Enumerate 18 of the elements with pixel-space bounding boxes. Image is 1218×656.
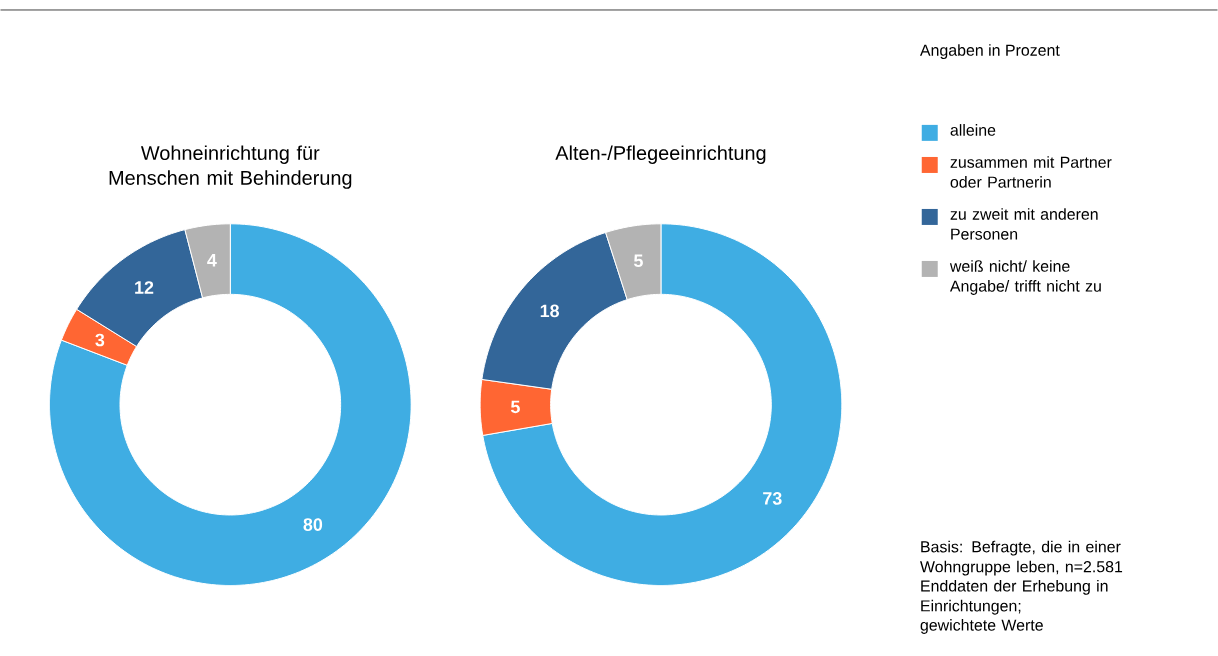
data-label: 73 <box>763 491 782 505</box>
legend-label: weiß nicht/ keine Angabe/ trifft nicht zu <box>949 259 1101 295</box>
legend-label: zusammen mit Partner oder Partnerin <box>950 155 1112 188</box>
legend-title: Angaben in Prozent <box>919 43 1060 59</box>
legend-label: zu zweit mit anderen Personen <box>950 207 1098 240</box>
data-label: 3 <box>95 333 105 347</box>
data-label: 12 <box>135 280 154 294</box>
data-label: 5 <box>633 254 643 267</box>
text: Alten-/Pflegeeinrichtung <box>555 145 766 164</box>
chart-title: Wohneinrichtung für Menschen mit Behinderung <box>109 145 352 189</box>
data-label: 5 <box>510 400 520 413</box>
data-label: 18 <box>540 304 560 318</box>
text: Enddaten der Erhebung in Einrichtungen; <box>921 579 1108 615</box>
data-label: 4 <box>207 253 217 267</box>
data-label: 80 <box>303 518 323 531</box>
text: gewichtete Werte <box>920 618 1043 634</box>
text: Basis: Befragte, die in einer Wohngruppe leben, n=2.581 <box>920 540 1123 576</box>
legend-label: alleine <box>950 123 996 136</box>
